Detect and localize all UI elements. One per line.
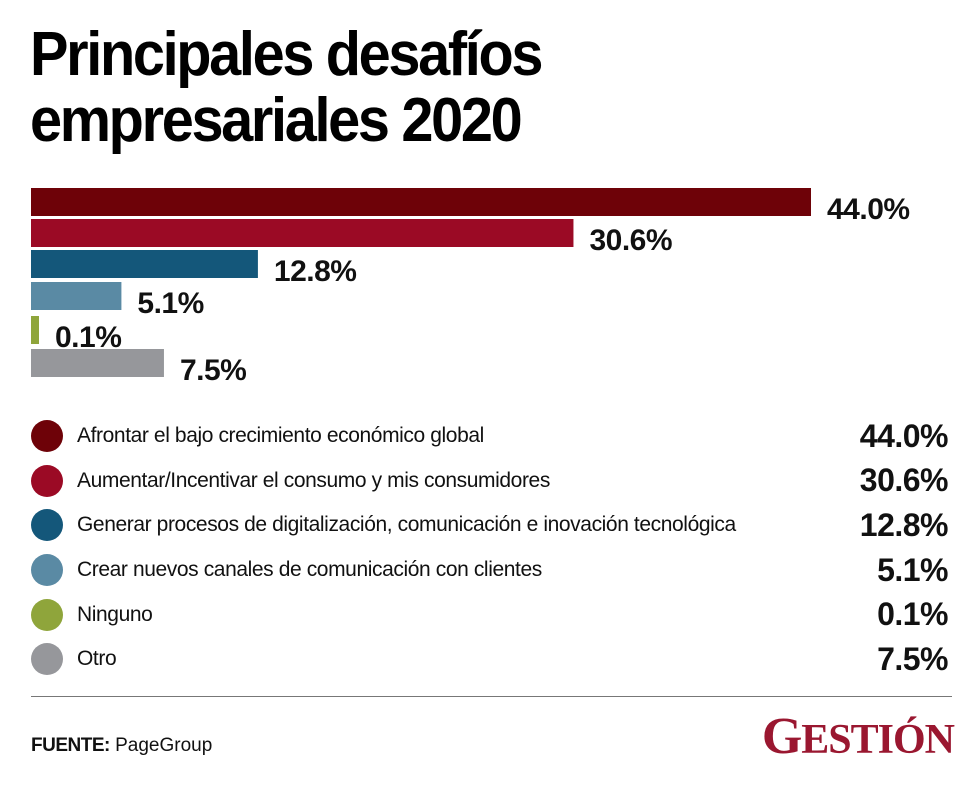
bar-value-label: 5.1% — [137, 287, 203, 320]
legend-item: Aumentar/Incentivar el consumo y mis con… — [31, 459, 951, 504]
legend-label: Ninguno — [77, 602, 153, 626]
source-value: PageGroup — [115, 735, 213, 756]
legend-item: Generar procesos de digitalización, comu… — [31, 503, 951, 548]
bar — [31, 316, 39, 344]
bar — [31, 250, 258, 278]
chart-title-line-2: empresariales 2020 — [30, 86, 523, 155]
legend-label: Afrontar el bajo crecimiento económico g… — [77, 424, 484, 448]
footer-divider — [31, 696, 952, 697]
legend-value: 0.1% — [877, 596, 948, 633]
bar-value-label: 7.5% — [180, 354, 246, 387]
source-label: FUENTE: — [31, 735, 110, 756]
legend-dot-icon — [31, 464, 63, 497]
legend-value: 12.8% — [859, 506, 949, 543]
bar — [31, 349, 164, 377]
legend-item: Ninguno 0.1% — [31, 592, 951, 637]
bar-value-label: 12.8% — [274, 255, 357, 288]
legend-dot-icon — [31, 643, 63, 676]
gestion-logo: GESTIÓN — [762, 711, 955, 765]
legend-item: Crear nuevos canales de comunicación con… — [31, 548, 951, 593]
bar-value-label: 44.0% — [827, 193, 910, 226]
bar — [31, 188, 811, 216]
legend-value: 7.5% — [877, 640, 948, 677]
legend-label: Crear nuevos canales de comunicación con… — [77, 558, 542, 582]
legend-value: 5.1% — [877, 551, 948, 588]
legend-dot-icon — [31, 509, 63, 542]
legend-label: Otro — [77, 647, 117, 671]
legend-dot-icon — [31, 420, 63, 453]
legend-item: Otro 7.5% — [31, 637, 951, 682]
legend-label: Generar procesos de digitalización, comu… — [77, 513, 736, 537]
logo-rest: ESTIÓN — [801, 717, 955, 763]
bar-value-label: 30.6% — [589, 224, 672, 257]
bar — [31, 282, 122, 310]
source-note: FUENTE: PageGroup — [31, 735, 212, 757]
chart-title-line-1: Principales desafíos — [30, 20, 543, 89]
bar — [31, 219, 574, 247]
legend: Afrontar el bajo crecimiento económico g… — [31, 414, 951, 682]
chart-title: Principales desafíos empresariales 2020 — [30, 20, 543, 155]
legend-label: Aumentar/Incentivar el consumo y mis con… — [77, 468, 550, 492]
logo-initial: G — [761, 708, 802, 765]
bar-chart: 44.0% 30.6% 12.8% 5.1% 0.1% 7.5% — [31, 188, 910, 387]
legend-dot-icon — [31, 554, 63, 587]
bar-value-label: 0.1% — [55, 321, 121, 354]
legend-item: Afrontar el bajo crecimiento económico g… — [31, 414, 951, 459]
legend-value: 44.0% — [859, 417, 949, 454]
legend-value: 30.6% — [859, 462, 949, 499]
legend-dot-icon — [31, 598, 63, 631]
